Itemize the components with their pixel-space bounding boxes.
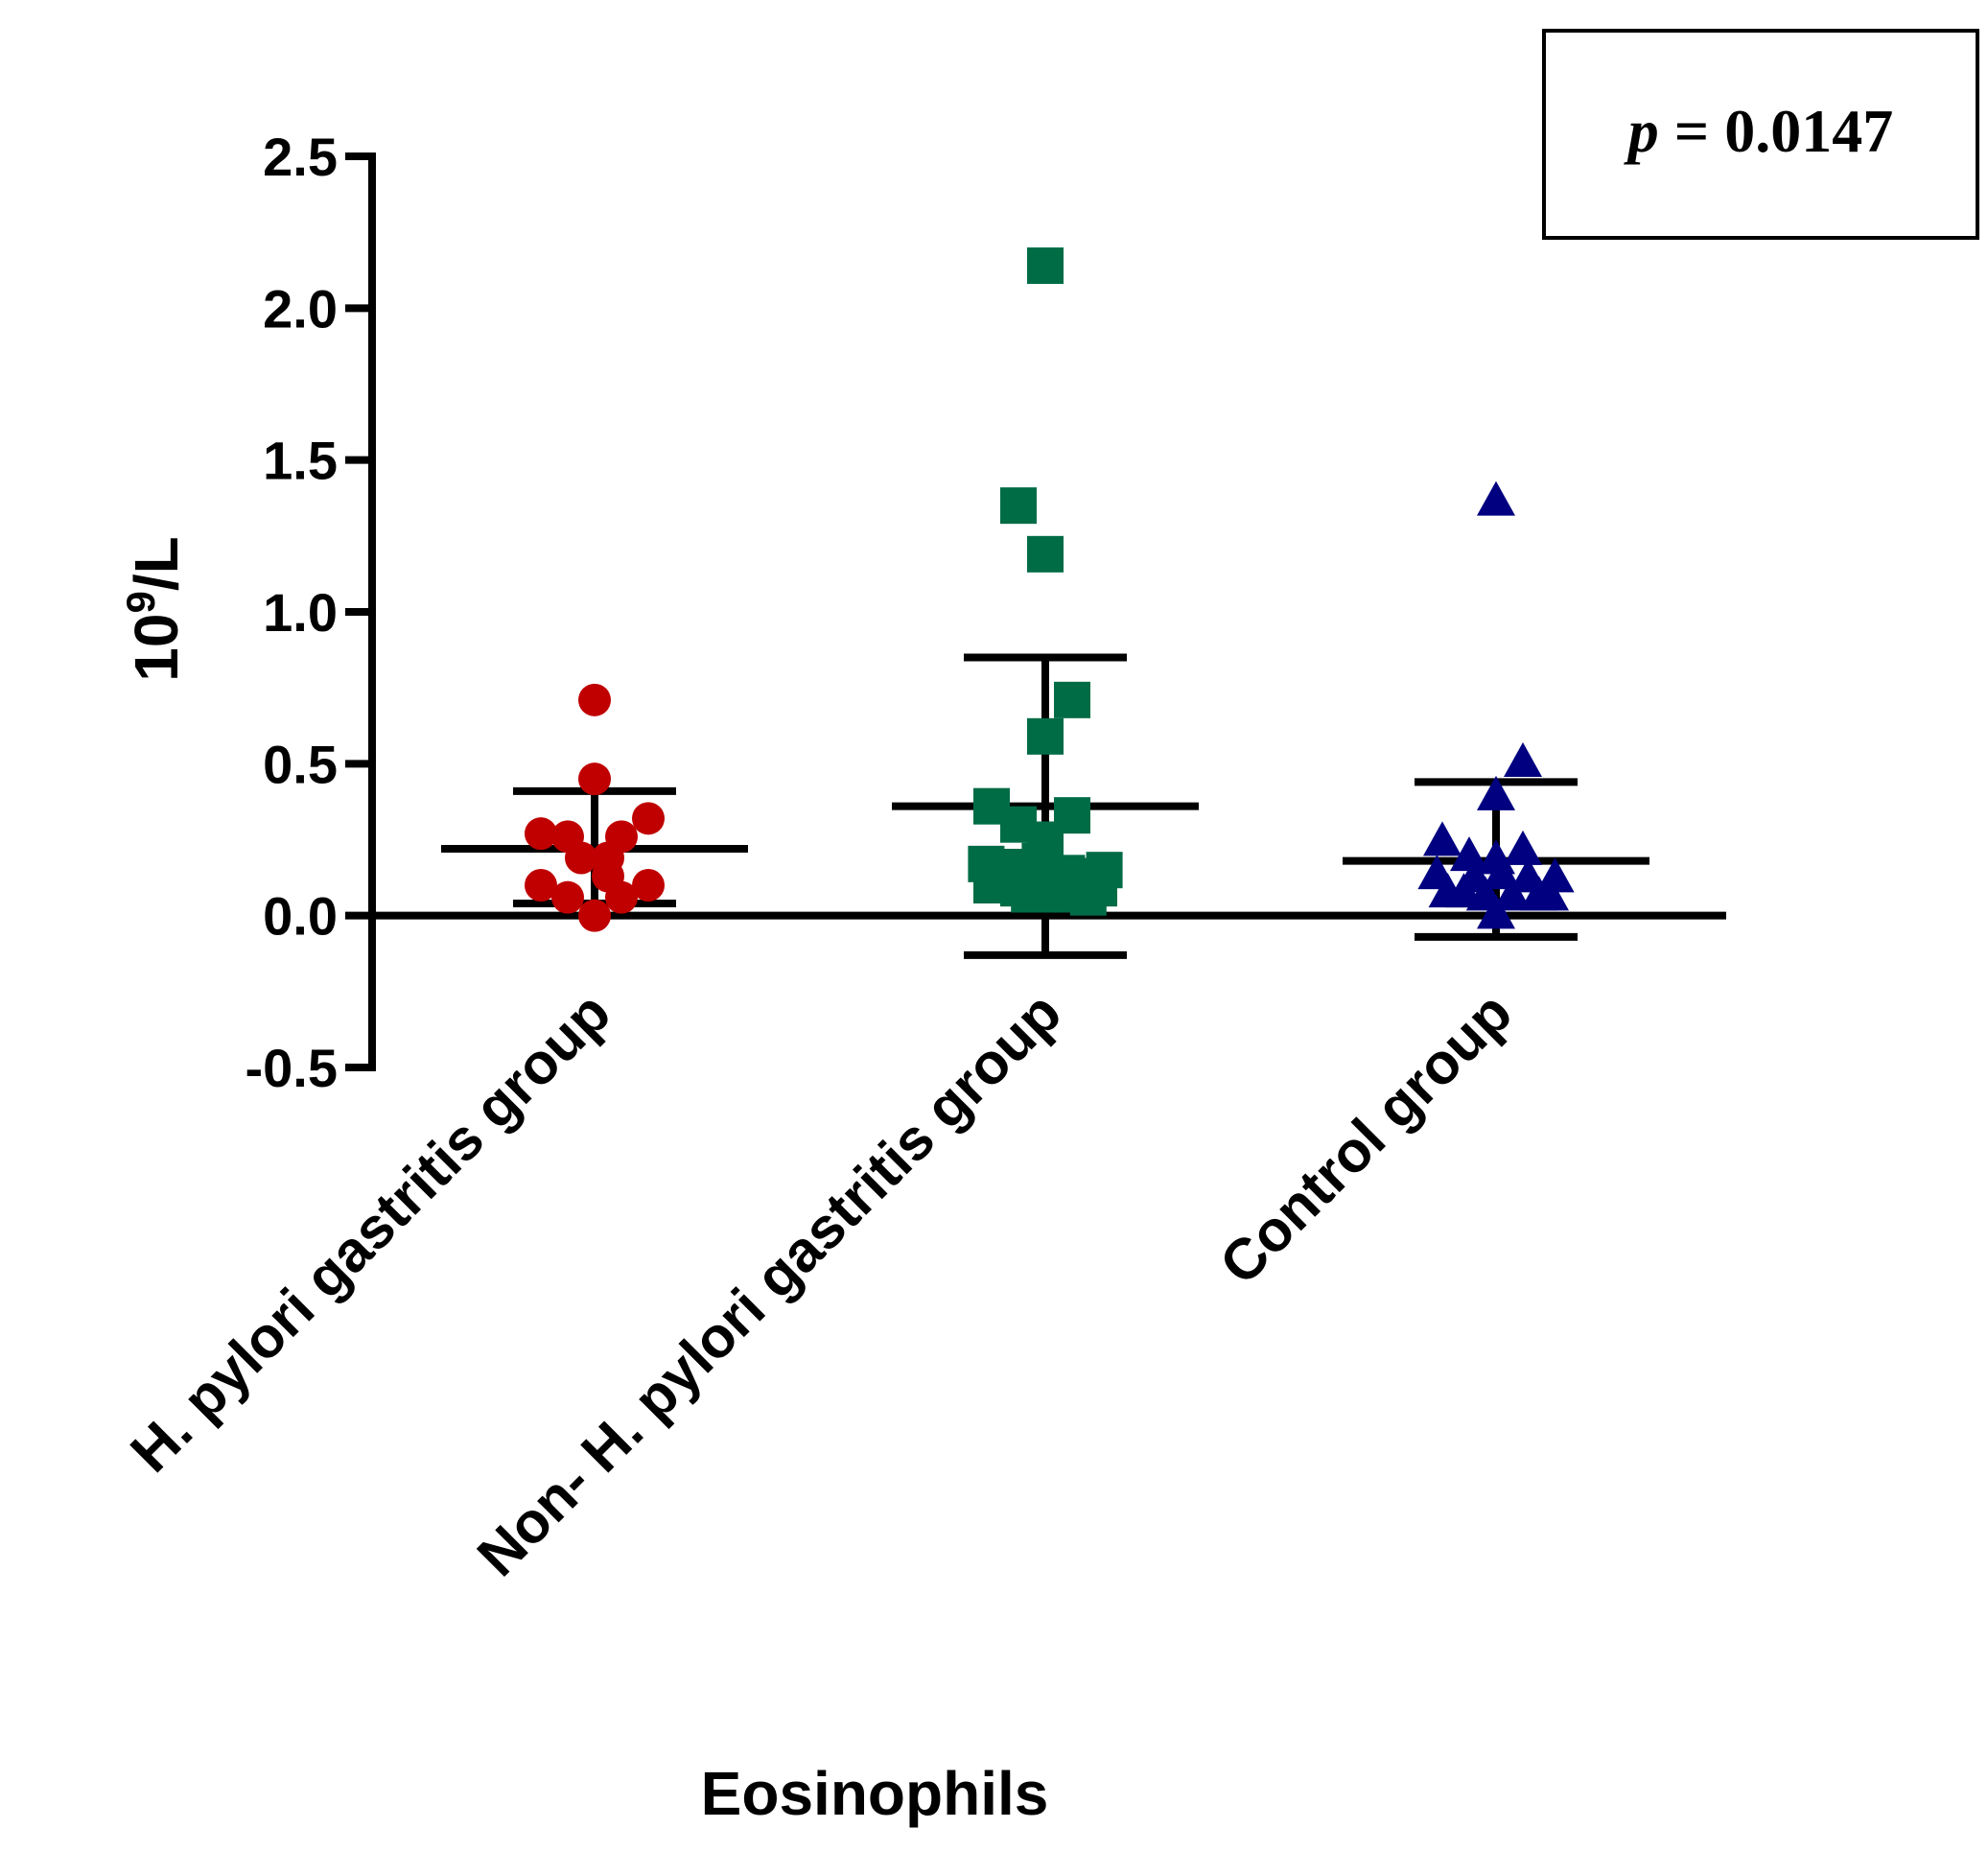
y-tick-label: 1.0: [263, 582, 338, 643]
data-point-circle: [578, 683, 611, 716]
data-point-square: [1027, 535, 1064, 573]
group-points: [525, 683, 665, 932]
data-point-square: [1000, 487, 1037, 525]
data-point-circle: [632, 869, 665, 902]
data-point-square: [1027, 717, 1064, 755]
y-tick-label: 2.0: [263, 278, 338, 339]
y-tick-label: 0.5: [263, 734, 338, 794]
data-points: [525, 247, 1575, 932]
data-point-circle: [632, 802, 665, 835]
y-axis-title-unit: /L: [122, 536, 191, 591]
data-point-circle: [551, 880, 584, 914]
data-point-square: [1038, 876, 1075, 913]
data-point-triangle: [1504, 742, 1542, 778]
p-value-text: = 0.0147: [1659, 97, 1893, 165]
data-point-triangle: [1450, 836, 1488, 872]
data-point-triangle: [1531, 876, 1569, 911]
x-axis-title: Eosinophils: [701, 1759, 1049, 1828]
data-point-triangle: [1477, 775, 1515, 810]
svg-text:p = 0.0147: p = 0.0147: [1624, 97, 1893, 165]
data-point-triangle: [1477, 894, 1515, 929]
data-point-circle: [578, 899, 611, 932]
data-point-square: [1054, 681, 1090, 718]
data-point-triangle: [1504, 830, 1542, 865]
data-point-circle: [525, 869, 557, 902]
group-points: [968, 247, 1123, 916]
data-point-circle: [525, 817, 557, 851]
y-axis-title-base: 10: [122, 614, 191, 682]
group-points: [1417, 481, 1575, 929]
data-point-triangle: [1423, 821, 1462, 856]
data-point-circle: [565, 841, 597, 875]
y-tick-label: 0.0: [263, 886, 338, 947]
data-point-square: [1027, 247, 1064, 284]
p-value-box: p = 0.0147: [1542, 29, 1979, 240]
data-point-circle: [578, 762, 611, 796]
data-point-triangle: [1492, 876, 1532, 911]
y-tick-label: 1.5: [263, 431, 338, 491]
data-point-triangle: [1477, 481, 1515, 516]
data-point-square: [1069, 879, 1107, 916]
y-tick-label: 2.5: [263, 127, 338, 187]
p-value-symbol: p: [1624, 97, 1659, 165]
y-tick-label: -0.5: [246, 1038, 339, 1098]
y-axis-title-exponent: 9: [118, 591, 163, 613]
y-axis-title: 109/L: [118, 536, 191, 681]
data-point-circle: [605, 880, 638, 914]
